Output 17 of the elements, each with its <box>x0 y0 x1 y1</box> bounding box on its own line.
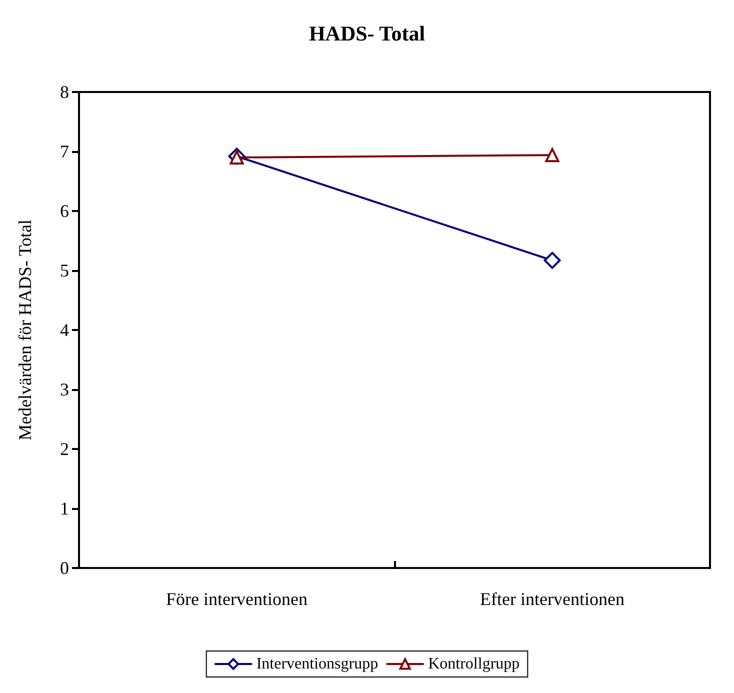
y-tick-label: 1 <box>60 498 69 518</box>
y-axis-title: Medelvärden för HADS- Total <box>15 220 35 440</box>
x-tick-label: Före interventionen <box>166 589 308 609</box>
chart-title: HADS- Total <box>308 22 426 46</box>
y-tick-label: 0 <box>60 558 69 578</box>
y-tick-label: 8 <box>60 82 69 102</box>
y-tick-label: 2 <box>60 439 69 459</box>
legend-label: Interventionsgrupp <box>256 656 378 672</box>
y-tick-label: 3 <box>60 380 69 400</box>
point <box>544 252 561 269</box>
x-tick-label: Efter interventionen <box>480 589 624 609</box>
y-tick-label: 4 <box>60 320 69 340</box>
legend-label: Kontrollgrupp <box>428 656 520 672</box>
point <box>545 148 560 162</box>
y-tick-label: 7 <box>60 142 69 162</box>
y-tick-label: 5 <box>60 260 69 280</box>
y-tick-label: 6 <box>60 201 69 221</box>
